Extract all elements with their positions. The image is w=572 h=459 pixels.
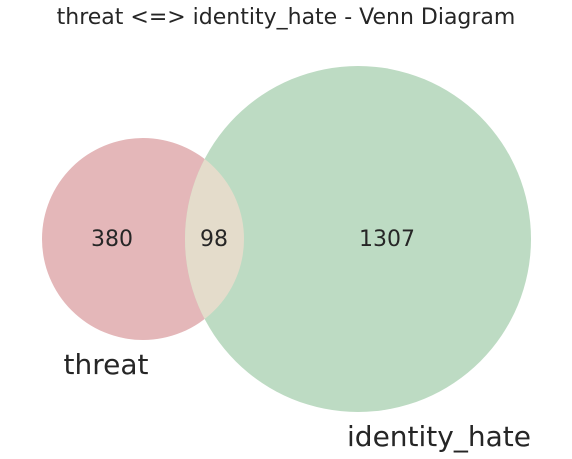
chart-title: threat <=> identity_hate - Venn Diagram: [57, 5, 516, 30]
identity-hate-set-label: identity_hate: [347, 420, 531, 453]
threat-set-label: threat: [64, 348, 149, 381]
identity-hate-only-count: 1307: [359, 227, 415, 252]
intersection-count: 98: [200, 227, 228, 252]
identity-hate-set-circle: [185, 66, 531, 412]
threat-only-count: 380: [91, 227, 133, 252]
